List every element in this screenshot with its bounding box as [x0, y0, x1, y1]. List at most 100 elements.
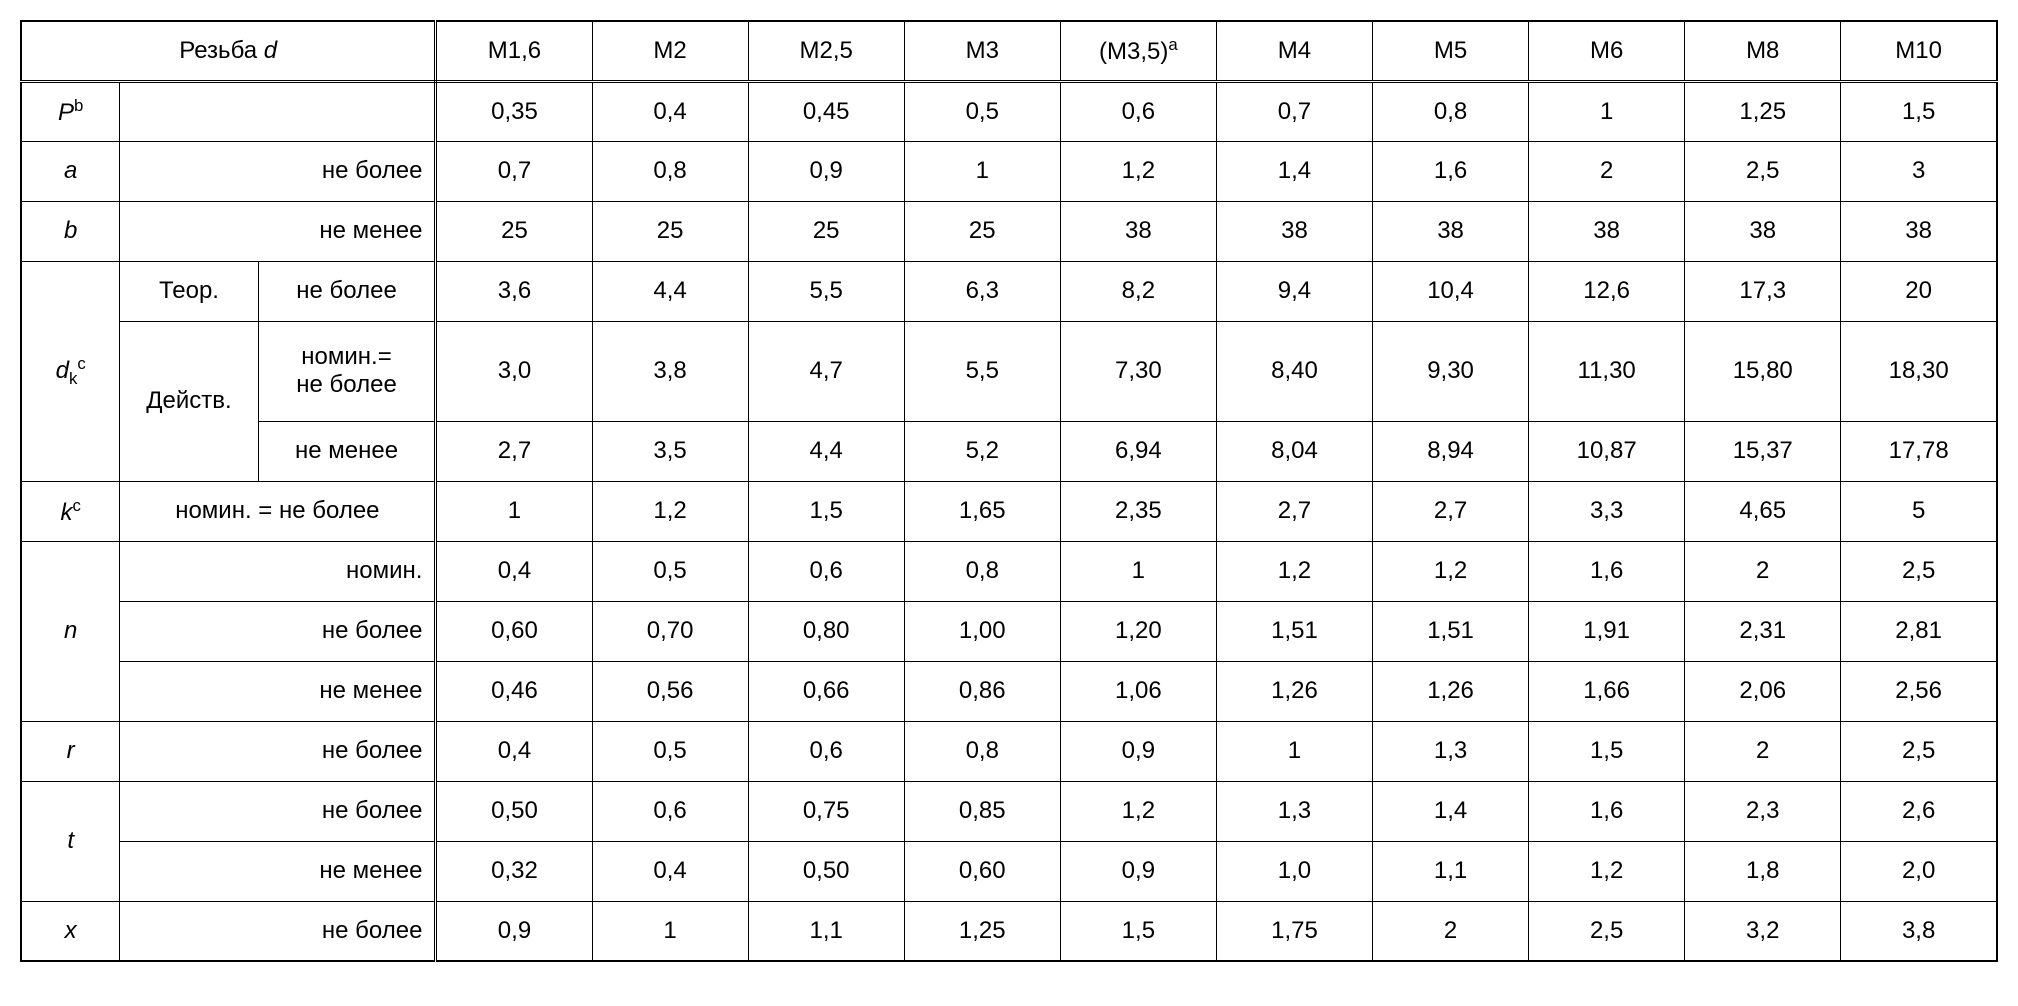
- cell: 1: [1529, 81, 1685, 141]
- row-label-x: x: [21, 901, 120, 961]
- cell: 11,30: [1529, 321, 1685, 421]
- row-sublabel: не более: [120, 141, 436, 201]
- cell: 3,3: [1529, 481, 1685, 541]
- cell: 8,04: [1216, 421, 1372, 481]
- cell: 1,91: [1529, 601, 1685, 661]
- cell: 15,80: [1685, 321, 1841, 421]
- cell: 0,50: [748, 841, 904, 901]
- cell: 4,7: [748, 321, 904, 421]
- cell: 2,5: [1841, 541, 1997, 601]
- row-sublabel: не менее: [258, 421, 436, 481]
- cell: 6,94: [1060, 421, 1216, 481]
- cell: 0,45: [748, 81, 904, 141]
- cell: 1,6: [1529, 541, 1685, 601]
- cell: 1,1: [1373, 841, 1529, 901]
- cell: 1: [904, 141, 1060, 201]
- cell: 10,87: [1529, 421, 1685, 481]
- row-sublabel: не более: [120, 601, 436, 661]
- cell: 2,7: [1216, 481, 1372, 541]
- cell: 0,70: [592, 601, 748, 661]
- header-col: M1,6: [436, 21, 592, 81]
- cell: 1,51: [1216, 601, 1372, 661]
- cell: 1,20: [1060, 601, 1216, 661]
- header-col: M8: [1685, 21, 1841, 81]
- cell: 1,2: [592, 481, 748, 541]
- cell: 9,30: [1373, 321, 1529, 421]
- cell: 2: [1529, 141, 1685, 201]
- cell: 0,66: [748, 661, 904, 721]
- cell: 38: [1841, 201, 1997, 261]
- cell: 17,3: [1685, 261, 1841, 321]
- cell: 38: [1216, 201, 1372, 261]
- cell: 3,8: [1841, 901, 1997, 961]
- cell: 0,8: [592, 141, 748, 201]
- cell: 1,2: [1060, 781, 1216, 841]
- cell: 5: [1841, 481, 1997, 541]
- cell: 3,2: [1685, 901, 1841, 961]
- row-sublabel: [120, 81, 436, 141]
- cell: 0,60: [904, 841, 1060, 901]
- cell: 1: [1216, 721, 1372, 781]
- cell: 25: [904, 201, 1060, 261]
- row-label-dk: dkc: [21, 261, 120, 481]
- cell: 0,8: [1373, 81, 1529, 141]
- cell: 1: [592, 901, 748, 961]
- cell: 0,85: [904, 781, 1060, 841]
- cell: 0,35: [436, 81, 592, 141]
- cell: 1,00: [904, 601, 1060, 661]
- cell: 1,0: [1216, 841, 1372, 901]
- cell: 1,5: [1529, 721, 1685, 781]
- cell: 0,8: [904, 541, 1060, 601]
- cell: 0,8: [904, 721, 1060, 781]
- cell: 18,30: [1841, 321, 1997, 421]
- cell: 0,46: [436, 661, 592, 721]
- cell: 2,81: [1841, 601, 1997, 661]
- cell: 1,6: [1529, 781, 1685, 841]
- cell: 1: [1060, 541, 1216, 601]
- row-sublabel: не более: [120, 901, 436, 961]
- cell: 2: [1685, 721, 1841, 781]
- cell: 10,4: [1373, 261, 1529, 321]
- cell: 0,9: [1060, 721, 1216, 781]
- cell: 0,50: [436, 781, 592, 841]
- cell: 2,35: [1060, 481, 1216, 541]
- cell: 1,65: [904, 481, 1060, 541]
- cell: 1,3: [1373, 721, 1529, 781]
- header-col: M10: [1841, 21, 1997, 81]
- cell: 1,26: [1373, 661, 1529, 721]
- cell: 0,86: [904, 661, 1060, 721]
- cell: 2,56: [1841, 661, 1997, 721]
- cell: 4,65: [1685, 481, 1841, 541]
- cell: 6,3: [904, 261, 1060, 321]
- header-col: M5: [1373, 21, 1529, 81]
- cell: 2,0: [1841, 841, 1997, 901]
- cell: 38: [1685, 201, 1841, 261]
- cell: 1,75: [1216, 901, 1372, 961]
- row-label-b: b: [21, 201, 120, 261]
- cell: 0,9: [1060, 841, 1216, 901]
- cell: 0,4: [592, 841, 748, 901]
- cell: 1,5: [1841, 81, 1997, 141]
- row-sublabel: не менее: [120, 841, 436, 901]
- cell: 2,31: [1685, 601, 1841, 661]
- cell: 1,06: [1060, 661, 1216, 721]
- cell: 2,3: [1685, 781, 1841, 841]
- cell: 0,60: [436, 601, 592, 661]
- cell: 25: [748, 201, 904, 261]
- cell: 0,5: [904, 81, 1060, 141]
- row-sublabel: не менее: [120, 201, 436, 261]
- cell: 1,51: [1373, 601, 1529, 661]
- row-label-kc: kc: [21, 481, 120, 541]
- cell: 4,4: [748, 421, 904, 481]
- cell: 2: [1685, 541, 1841, 601]
- cell: 1,4: [1216, 141, 1372, 201]
- cell: 5,2: [904, 421, 1060, 481]
- cell: 9,4: [1216, 261, 1372, 321]
- cell: 0,4: [436, 721, 592, 781]
- cell: 1,1: [748, 901, 904, 961]
- cell: 1,6: [1373, 141, 1529, 201]
- cell: 1,2: [1060, 141, 1216, 201]
- cell: 5,5: [748, 261, 904, 321]
- header-title: Резьба d: [21, 21, 436, 81]
- cell: 8,94: [1373, 421, 1529, 481]
